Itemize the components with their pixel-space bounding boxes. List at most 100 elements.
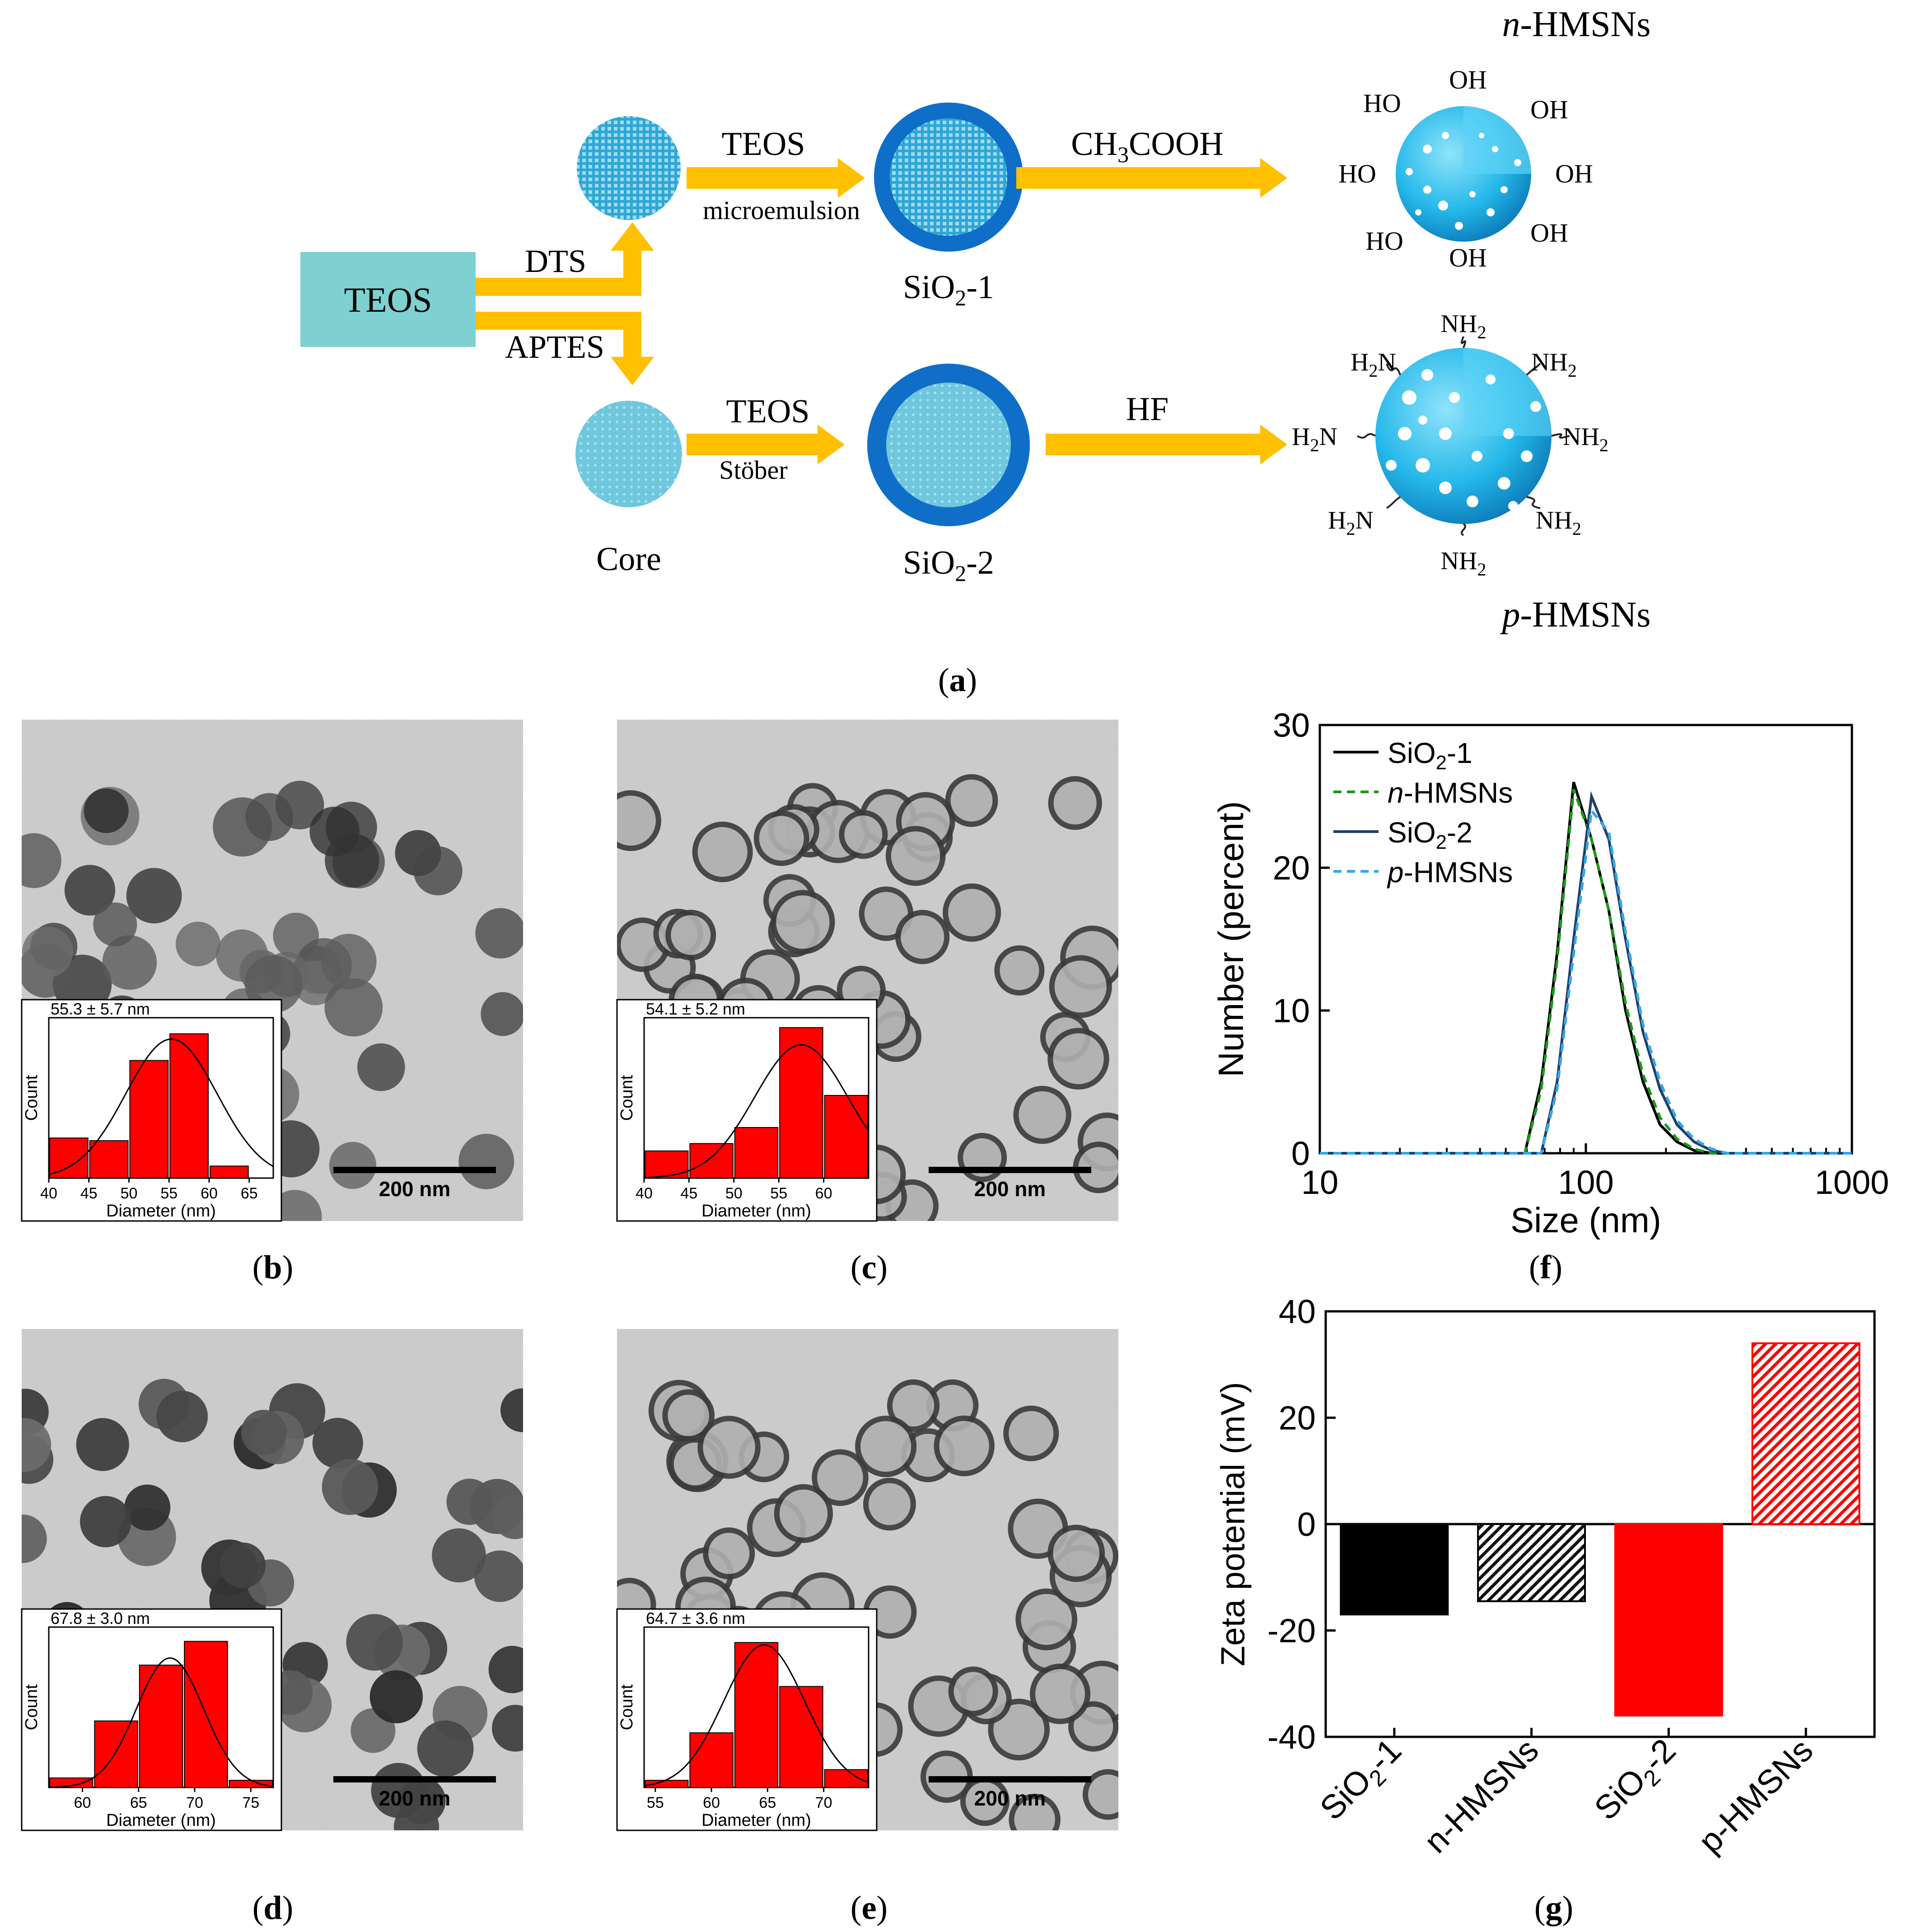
svg-text:OH: OH [1530,95,1568,124]
arrow-bottom-1-head [818,425,845,464]
scale-bar [333,1776,496,1782]
sio2-2-core [886,383,1011,507]
arrow-lower-head [611,357,654,385]
nanoparticle [126,868,182,924]
panel-label-g: (g) [1534,1890,1573,1927]
arrow-top-2-head [1260,158,1287,198]
panel-label-b: (b) [252,1249,293,1286]
legend-label: SiO2-1 [1388,737,1472,774]
svg-text:OH: OH [1449,243,1487,272]
histogram-inset-d: 67.8 ± 3.0 nm 60 65 70 75 Diameter (nm) Count [21,1608,282,1831]
template-particle [577,116,681,220]
inset-ylabel: Count [617,1075,636,1121]
histogram-bar [645,1150,689,1179]
histogram-bar [89,1140,129,1179]
nanoparticle [1013,1085,1071,1144]
nanoparticle [432,1528,486,1583]
inset-xlabel: Diameter (nm) [106,1202,216,1221]
x-tick-label: 45 [680,1185,697,1202]
nanoparticle [241,1409,287,1455]
bottom-step1-sub: Stöber [719,455,787,485]
nanoparticle [84,788,129,833]
svg-text:HO: HO [1363,89,1401,118]
gaussian-fit [48,1657,274,1788]
nanoparticle [1049,955,1112,1018]
nanoparticle [474,1550,523,1602]
bar-p-HMSNs [1751,1342,1860,1525]
nanoparticle [124,1484,171,1531]
n-hmsn-sphere [1396,106,1531,242]
nanoparticle [369,1670,423,1724]
nanoparticle [417,1720,474,1777]
legend-label: n-HMSNs [1388,777,1513,809]
x-tick-label: 60 [815,1185,832,1202]
nanoparticle [80,1496,131,1548]
x-tick-label: 50 [121,1185,138,1202]
svg-text:OH: OH [1449,65,1487,94]
top-step1-sub: microemulsion [703,196,860,225]
nanoparticle [156,1390,208,1442]
nanoparticle [1003,1405,1059,1461]
nanoparticle [774,1484,833,1543]
x-tick-label: 65 [759,1794,776,1811]
arrow-upper-head [611,222,654,251]
nanoparticle [475,908,523,959]
x-tick-label: p-HMSNs [1691,1731,1820,1860]
nanoparticle [500,1388,523,1432]
nanoparticle [812,1449,869,1506]
inset-title: 64.7 ± 3.6 nm [646,1609,745,1628]
inset-xlabel: Diameter (nm) [106,1811,216,1830]
y-tick-label: 10 [1273,992,1310,1029]
inset-title: 54.1 ± 5.2 nm [646,1000,745,1018]
scale-bar-label: 200 nm [974,1787,1046,1810]
teos-box-label: TEOS [344,280,432,319]
top-step2-label: CH3COOH [1071,126,1224,167]
scale-bar-label: 200 nm [379,1787,451,1810]
arrow-top-1 [687,167,842,189]
x-tick-label: 75 [242,1794,259,1811]
scale-bar [333,1167,496,1173]
nanoparticle [753,810,809,866]
panel-label-c: (c) [851,1249,888,1286]
nanoparticle [1047,1028,1109,1090]
bar-SiO2-1 [1340,1523,1449,1616]
tem-panel-d: 200 nm 67.8 ± 3.0 nm 60 65 70 75 Diameter (nm)… [21,1329,523,1831]
nanoparticle [692,821,753,882]
nanoparticle [446,1478,493,1525]
x-tick-label: 40 [40,1185,57,1202]
histogram-inset-b: 55.3 ± 5.7 nm 40 45 50 55 60 65 Diameter (nm) Co… [21,999,282,1222]
histogram-bar [779,1686,823,1788]
nanoparticle [617,790,661,851]
nanoparticle [948,1666,998,1717]
nanoparticle [102,935,157,990]
x-tick-label: 100 [1558,1164,1613,1201]
nanoparticle [324,978,383,1037]
scale-bar [929,1776,1091,1782]
n-hmsns-title: n-HMSNs [1502,5,1651,44]
nanoparticle [220,1542,266,1589]
scale-bar-label: 200 nm [379,1177,451,1201]
p-hmsn-sphere [1375,348,1552,524]
x-tick-label: SiO2-2 [1587,1731,1686,1831]
histogram-bar [169,1033,209,1179]
arrow-top-1-head [838,158,865,198]
arrow-lower-vertical [623,312,641,361]
synthesis-scheme: TEOS DTS APTES TEOS microemulsion SiO2-1… [300,5,1650,699]
nanoparticle [839,810,888,859]
svg-text:NH2: NH2 [1536,506,1581,539]
teos-box [300,252,476,347]
y-tick-label: -40 [1267,1718,1316,1756]
inset-ylabel: Count [617,1684,636,1730]
histogram-bar [689,1143,734,1179]
gaussian-fit [48,1038,274,1175]
svg-text:HO: HO [1338,159,1376,188]
nanoparticle [945,774,998,827]
nanoparticle [1082,1769,1118,1820]
x-tick-label: 55 [160,1185,178,1202]
core-particle [575,401,682,507]
y-axis-label: Number (percent) [1211,801,1251,1077]
nanoparticle [863,1478,916,1531]
